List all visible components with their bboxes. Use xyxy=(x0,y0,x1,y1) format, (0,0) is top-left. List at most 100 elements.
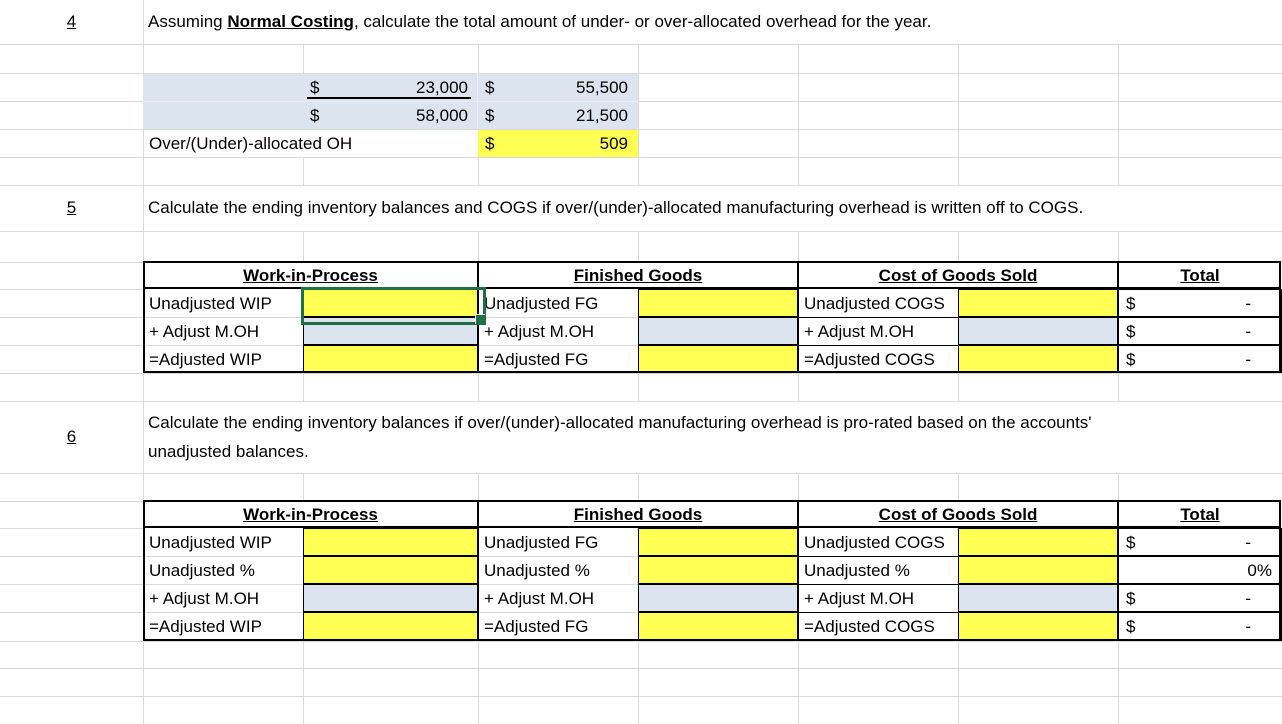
prorate-wip-input-2[interactable] xyxy=(303,584,478,612)
prorate-wip-label-0[interactable]: Unadjusted WIP xyxy=(143,528,303,556)
gridline xyxy=(303,641,304,724)
writeoff-cogs-label-2[interactable]: =Adjusted COGS xyxy=(798,345,958,373)
writeoff-cogs-input-1[interactable] xyxy=(958,317,1118,345)
writeoff-total-header[interactable]: Total xyxy=(1118,262,1282,289)
gridline xyxy=(0,401,1282,402)
table-border xyxy=(143,371,1281,373)
writeoff-wip-input-2[interactable] xyxy=(303,345,478,373)
writeoff-cogs-input-2[interactable] xyxy=(958,345,1118,373)
prorate-cogs-input-1[interactable] xyxy=(958,556,1118,584)
prorate-cogs-label-0[interactable]: Unadjusted COGS xyxy=(798,528,958,556)
gridline xyxy=(798,641,799,724)
prorate-total-1[interactable]: 0% xyxy=(1118,556,1282,584)
prorate-fg-input-2[interactable] xyxy=(638,584,798,612)
gridline xyxy=(638,157,639,185)
prorate-fg-label-3[interactable]: =Adjusted FG xyxy=(478,612,638,641)
prorate-wip-label-3[interactable]: =Adjusted WIP xyxy=(143,612,303,641)
gridline xyxy=(1118,44,1119,73)
prorate-fg-label-1[interactable]: Unadjusted % xyxy=(478,556,638,584)
prorate-cogs-input-3[interactable] xyxy=(958,612,1118,641)
overhead-cell-r2c2[interactable]: $ 21,500 xyxy=(478,101,638,129)
prorate-fg-header[interactable]: Finished Goods xyxy=(478,501,798,528)
writeoff-fg-label-1[interactable]: + Adjust M.OH xyxy=(478,317,638,345)
writeoff-cogs-header[interactable]: Cost of Goods Sold xyxy=(798,262,1118,289)
writeoff-fg-input-2[interactable] xyxy=(638,345,798,373)
currency-sign: $ xyxy=(485,133,495,153)
selection-fill-handle[interactable] xyxy=(475,314,485,324)
writeoff-wip-label-1[interactable]: + Adjust M.OH xyxy=(143,317,303,345)
prorate-total-0[interactable]: $ - xyxy=(1118,528,1282,556)
gridline xyxy=(798,473,799,501)
prorate-wip-label-1[interactable]: Unadjusted % xyxy=(143,556,303,584)
prorate-fg-input-0[interactable] xyxy=(638,528,798,556)
table-border xyxy=(798,556,958,557)
gridline xyxy=(958,641,959,724)
writeoff-cogs-label-1[interactable]: + Adjust M.OH xyxy=(798,317,958,345)
table-border xyxy=(143,261,145,373)
prorate-fg-label-0[interactable]: Unadjusted FG xyxy=(478,528,638,556)
prorate-wip-header[interactable]: Work-in-Process xyxy=(143,501,478,528)
gridline xyxy=(0,157,1282,158)
writeoff-fg-header[interactable]: Finished Goods xyxy=(478,262,798,289)
gridline xyxy=(478,641,479,724)
overhead-cell-r1c2[interactable]: $ 55,500 xyxy=(478,73,638,101)
gridline xyxy=(143,101,638,102)
gridline xyxy=(0,185,1282,186)
selection-outline xyxy=(301,287,486,325)
gridline xyxy=(1118,373,1119,401)
prorate-fg-input-1[interactable] xyxy=(638,556,798,584)
writeoff-fg-label-0[interactable]: Unadjusted FG xyxy=(478,289,638,317)
prorate-cogs-label-2[interactable]: + Adjust M.OH xyxy=(798,584,958,612)
prorate-cogs-header[interactable]: Cost of Goods Sold xyxy=(798,501,1118,528)
prorate-fg-label-2[interactable]: + Adjust M.OH xyxy=(478,584,638,612)
prorate-total-2[interactable]: $ - xyxy=(1118,584,1282,612)
writeoff-cogs-input-0[interactable] xyxy=(958,289,1118,317)
writeoff-fg-input-0[interactable] xyxy=(638,289,798,317)
writeoff-cogs-label-0[interactable]: Unadjusted COGS xyxy=(798,289,958,317)
gridline xyxy=(798,373,799,401)
writeoff-total-2[interactable]: $ - xyxy=(1118,345,1282,373)
gridline xyxy=(1118,73,1119,157)
prorate-total-header[interactable]: Total xyxy=(1118,501,1282,528)
writeoff-fg-label-2[interactable]: =Adjusted FG xyxy=(478,345,638,373)
gridline xyxy=(798,44,799,73)
prorate-cogs-label-1[interactable]: Unadjusted % xyxy=(798,556,958,584)
gridline xyxy=(143,612,303,613)
row-number-5: 5 xyxy=(66,198,77,217)
gridline xyxy=(958,44,959,73)
table-border xyxy=(1279,261,1281,373)
overhead-cell-r2c1[interactable]: $ 58,000 xyxy=(303,101,478,129)
writeoff-wip-input-1[interactable] xyxy=(303,317,478,345)
gridline xyxy=(478,556,638,557)
prorate-total-3[interactable]: $ - xyxy=(1118,612,1282,641)
table-border xyxy=(797,500,799,641)
gridline xyxy=(478,157,479,185)
prorate-wip-label-2[interactable]: + Adjust M.OH xyxy=(143,584,303,612)
prorate-cogs-input-2[interactable] xyxy=(958,584,1118,612)
prorate-wip-input-0[interactable] xyxy=(303,528,478,556)
gridline xyxy=(303,157,304,185)
writeoff-fg-input-1[interactable] xyxy=(638,317,798,345)
gridline xyxy=(0,101,1282,102)
gridline xyxy=(0,668,1282,669)
writeoff-wip-header[interactable]: Work-in-Process xyxy=(143,262,478,289)
overhead-allocated-cell[interactable]: $ 23,000 xyxy=(303,73,478,101)
prorate-wip-input-3[interactable] xyxy=(303,612,478,641)
overhead-blank-cell-2[interactable] xyxy=(143,101,303,129)
prorate-cogs-label-3[interactable]: =Adjusted COGS xyxy=(798,612,958,641)
prorate-fg-input-3[interactable] xyxy=(638,612,798,641)
table-border xyxy=(1117,261,1119,373)
writeoff-total-1[interactable]: $ - xyxy=(1118,317,1282,345)
question-4-text: Assuming Normal Costing, calculate the t… xyxy=(148,12,932,31)
writeoff-wip-label-0[interactable]: Unadjusted WIP xyxy=(143,289,303,317)
table-border xyxy=(143,500,145,641)
table-border xyxy=(797,261,799,373)
gridline xyxy=(303,473,304,501)
writeoff-total-0[interactable]: $ - xyxy=(1118,289,1282,317)
writeoff-wip-label-2[interactable]: =Adjusted WIP xyxy=(143,345,303,373)
prorate-cogs-input-0[interactable] xyxy=(958,528,1118,556)
overhead-blank-cell-1[interactable] xyxy=(143,73,303,101)
prorate-wip-input-1[interactable] xyxy=(303,556,478,584)
overhead-result-cell[interactable]: $ 509 xyxy=(478,129,638,157)
